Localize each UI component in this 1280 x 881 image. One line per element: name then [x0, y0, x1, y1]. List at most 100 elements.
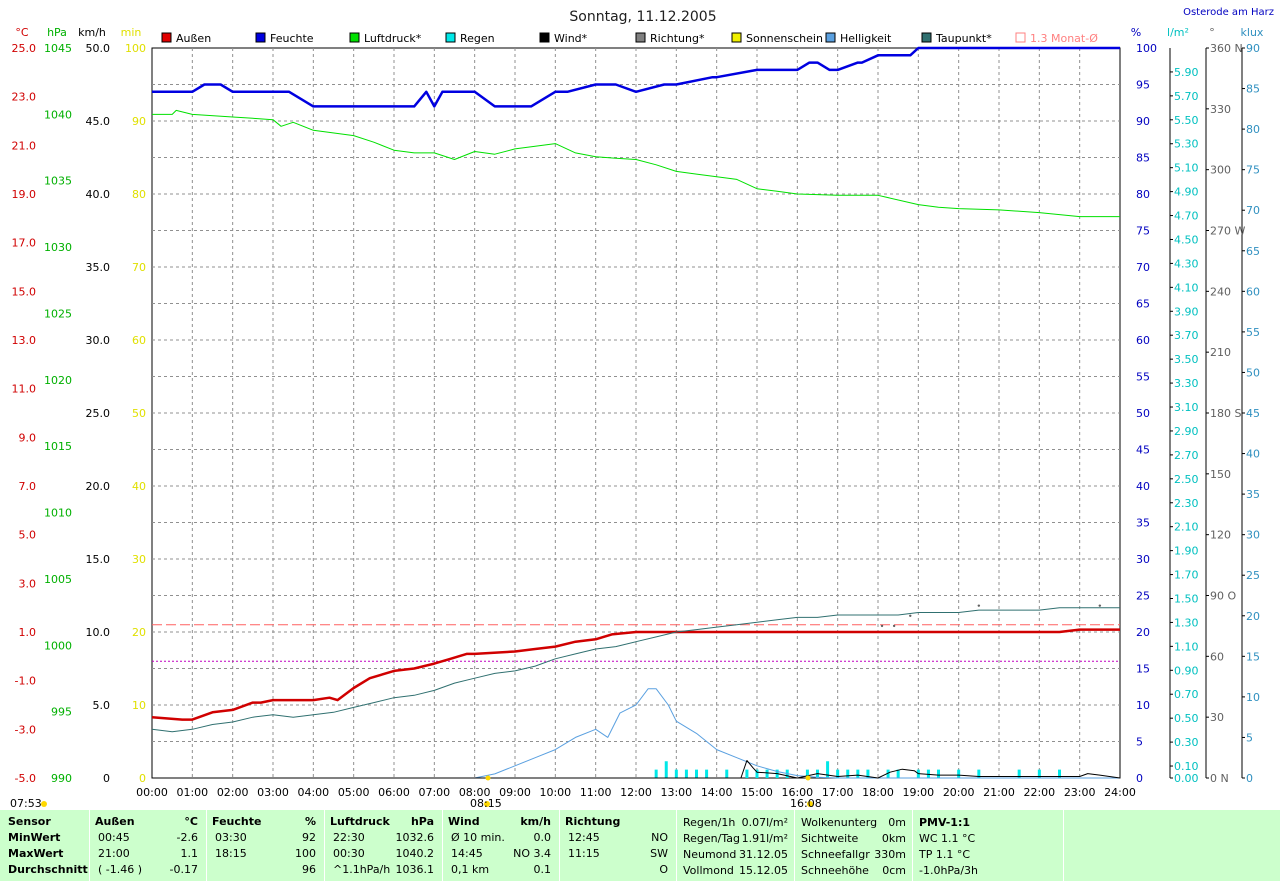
rain-bar	[886, 769, 890, 778]
temp-tick-label: 7.0	[19, 480, 37, 493]
x-tick-label: 14:00	[701, 786, 733, 799]
footer-row-label: MinWert	[8, 831, 61, 844]
pressure-tick-label: 1015	[44, 440, 72, 453]
rain-tick-label: 3.50	[1174, 353, 1199, 366]
footer-feuchte: Feuchte% 03:30 92 18:15 100 96	[207, 810, 325, 881]
temp-tick-label: 5.0	[19, 529, 37, 542]
light-tick-label: 5	[1246, 731, 1253, 744]
rain-tick-label: 5.30	[1174, 138, 1199, 151]
rain-tick-label: 1.90	[1174, 545, 1199, 558]
rain-tick-label: 3.70	[1174, 329, 1199, 342]
footer-sensor: Sensor MinWert MaxWert Durchschnitt	[0, 810, 90, 881]
pressure-tick-label: 1010	[44, 507, 72, 520]
footer-value: WC 1.1 °C	[919, 832, 976, 845]
footer-header: Luftdruck	[330, 815, 390, 828]
footer-value: 0km	[881, 832, 906, 845]
rain-tick-label: 2.10	[1174, 521, 1199, 534]
series-line	[152, 109, 1120, 218]
footer-value-label: 14:45	[451, 847, 483, 860]
footer-value: 15.12.05	[739, 864, 788, 877]
legend: Außen Feuchte Luftdruck* Regen Wind* Richtung…	[161, 32, 1098, 45]
grid	[151, 47, 1121, 779]
humidity-tick-label: 65	[1136, 298, 1150, 311]
pressure-tick-label: 1030	[44, 241, 72, 254]
x-tick-label: 05:00	[338, 786, 370, 799]
x-tick-label: 18:00	[862, 786, 894, 799]
x-tick-label: 20:00	[943, 786, 975, 799]
direction-tick-label: 360 N	[1210, 42, 1243, 55]
footer-value-label: 21:00	[98, 847, 130, 860]
footer-value: 1.91l/m²	[741, 832, 788, 845]
x-tick-label: 01:00	[176, 786, 208, 799]
humidity-tick-label: 20	[1136, 626, 1150, 639]
footer-wind: Wind km/h Ø 10 min. 0.0 14:45 NO 3.4 0,1 km 0.1	[443, 810, 560, 881]
legend-swatch	[731, 32, 742, 43]
wind-tick-label: 10.0	[86, 626, 111, 639]
wind-tick-label: 50.0	[86, 42, 111, 55]
minutes-tick-label: 40	[132, 480, 146, 493]
temp-tick-label: 21.0	[12, 139, 37, 152]
humidity-tick-label: 40	[1136, 480, 1150, 493]
footer-value: -1.0hPa/3h	[919, 864, 978, 877]
rain-tick-label: 4.50	[1174, 233, 1199, 246]
light-tick-label: 80	[1246, 123, 1260, 136]
light-tick-label: 20	[1246, 610, 1260, 623]
rain-tick-label: 0.50	[1174, 712, 1199, 725]
sun-marker	[484, 801, 490, 807]
direction-tick-label: 30	[1210, 711, 1224, 724]
x-tick-label: 06:00	[378, 786, 410, 799]
legend-label: Regen	[460, 32, 495, 45]
direction-tick-label: 180 S	[1210, 407, 1241, 420]
pressure-tick-label: 995	[51, 706, 72, 719]
footer-value: 92	[302, 831, 316, 844]
direction-tick-label: 240	[1210, 285, 1231, 298]
pressure-tick-label: 1040	[44, 108, 72, 121]
direction-tick-label: 60	[1210, 650, 1224, 663]
direction-unit: °	[1209, 26, 1215, 39]
footer-value: 0.07l/m²	[741, 816, 788, 829]
temp-tick-label: 9.0	[19, 431, 37, 444]
footer-wolken: Wolkenunterg 0m Sichtweite 0km Schneefallgr 3…	[795, 810, 913, 881]
minutes-tick-label: 60	[132, 334, 146, 347]
humidity-tick-label: 95	[1136, 79, 1150, 92]
footer-value-label: Ø 10 min.	[451, 831, 505, 844]
wind-tick-label: 40.0	[86, 188, 111, 201]
rain-bar	[745, 769, 749, 778]
minutes-tick-label: 70	[132, 261, 146, 274]
direction-dot	[1098, 604, 1102, 607]
rain-bar	[1037, 769, 1041, 778]
minutes-tick-label: 0	[139, 772, 146, 785]
light-tick-label: 25	[1246, 569, 1260, 582]
rain-bar	[957, 769, 961, 778]
rain-bar	[654, 769, 658, 778]
rain-bar	[977, 769, 981, 778]
rain-tick-label: 3.10	[1174, 401, 1199, 414]
footer-value-label: Neumond	[683, 848, 737, 861]
wind-tick-label: 35.0	[86, 261, 111, 274]
sun-marker	[485, 775, 491, 781]
footer-value-label: 18:15	[215, 847, 247, 860]
footer-value: 0.0	[533, 831, 552, 844]
light-tick-label: 35	[1246, 488, 1260, 501]
rain-tick-label: 3.30	[1174, 377, 1199, 390]
wind-tick-label: 20.0	[86, 480, 111, 493]
footer-value: SW	[650, 847, 668, 860]
direction-tick-label: 90 O	[1210, 590, 1236, 603]
rain-tick-label: 3.90	[1174, 305, 1199, 318]
footer-value: 0.1	[533, 863, 552, 876]
humidity-tick-label: 15	[1136, 663, 1150, 676]
wind-unit: km/h	[78, 26, 106, 39]
rain-bar	[725, 769, 729, 778]
legend-swatch	[635, 32, 646, 43]
rain-tick-label: 0.30	[1174, 736, 1199, 749]
minutes-tick-label: 80	[132, 188, 146, 201]
footer-luftdruck: Luftdruck hPa 22:30 1032.6 00:30 1040.2 ^1.1hP…	[325, 810, 443, 881]
x-tick-label: 10:00	[539, 786, 571, 799]
pressure-tick-label: 1005	[44, 573, 72, 586]
legend-label: 1.3 Monat-Ø	[1030, 32, 1098, 45]
x-tick-label: 00:00	[136, 786, 168, 799]
footer-value: 100	[295, 847, 316, 860]
light-tick-label: 50	[1246, 366, 1260, 379]
humidity-tick-label: 0	[1136, 772, 1143, 785]
legend-swatch	[539, 32, 550, 43]
